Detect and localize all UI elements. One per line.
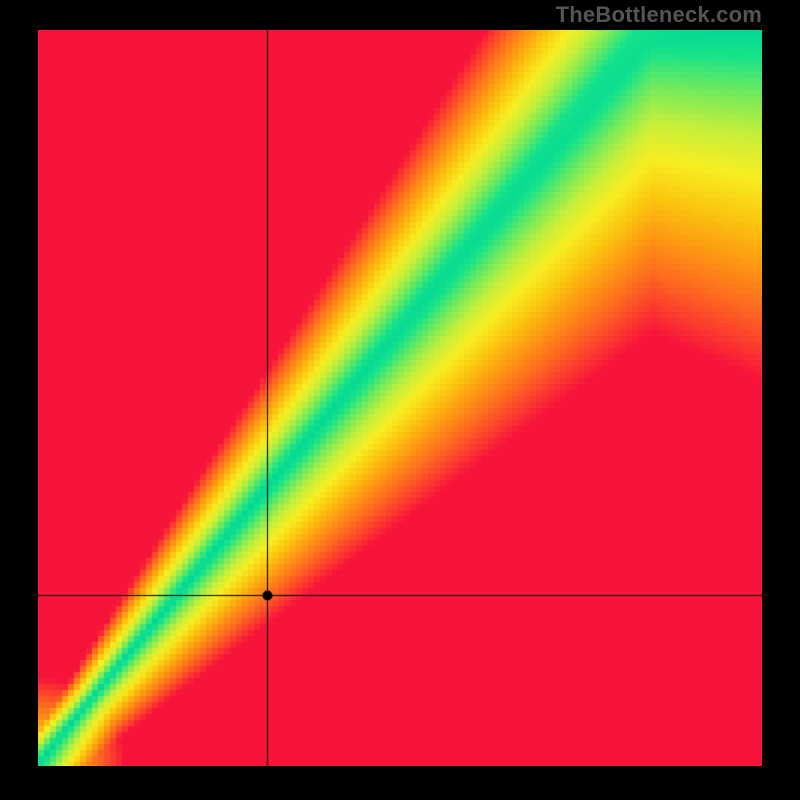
chart-frame: TheBottleneck.com (0, 0, 800, 800)
heatmap-canvas (38, 30, 762, 766)
watermark-text: TheBottleneck.com (556, 2, 762, 28)
